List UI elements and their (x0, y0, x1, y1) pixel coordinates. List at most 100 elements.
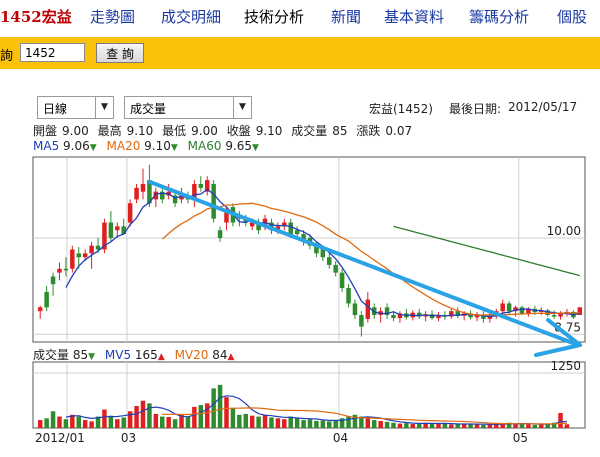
volume-bar (82, 420, 88, 428)
candle-body (115, 226, 120, 231)
ma5-down-icon: ▼ (89, 143, 97, 153)
chevron-down-icon[interactable]: ▼ (233, 97, 251, 118)
volume-bar (397, 423, 403, 428)
period-select[interactable]: 日線 ▼ (37, 96, 114, 119)
volume-bar (217, 384, 223, 428)
candle-body (314, 245, 319, 254)
chevron-down-icon[interactable]: ▼ (95, 97, 113, 118)
candle-body (474, 315, 480, 318)
volume-bar (513, 423, 518, 428)
candle-body (436, 315, 441, 319)
candle-body (551, 315, 557, 317)
ma60-down-icon: ▼ (252, 143, 259, 153)
search-input[interactable] (20, 43, 85, 62)
vol-value: 85 (72, 348, 89, 362)
volume-bar (436, 424, 441, 428)
volume-bar (564, 424, 570, 428)
volume-bar (352, 414, 358, 428)
nav-basic[interactable]: 基本資料 (384, 8, 445, 26)
volume-bar (346, 416, 351, 428)
candle-body (577, 307, 583, 316)
indicator-select[interactable]: 成交量 ▼ (124, 96, 252, 119)
ma20-label: MA20 (106, 139, 141, 153)
volume-bar (378, 420, 383, 428)
candle-body (449, 311, 454, 317)
candle-body (50, 276, 56, 285)
candle-body (282, 222, 287, 227)
ma20-line (161, 202, 580, 316)
volume-bar (115, 419, 120, 428)
volume-bar (359, 416, 364, 428)
volume-legend: 成交量 85▼ MV5 165▲ MV20 84▲ (33, 346, 234, 363)
volume-bar (558, 413, 563, 428)
search-button[interactable]: 查 詢 (96, 43, 144, 63)
high-label: 最高 (97, 124, 122, 138)
candle-body (513, 307, 518, 312)
volume-bar (160, 416, 165, 428)
volume-bar (371, 420, 377, 428)
volume-bar (224, 397, 229, 428)
nav-news[interactable]: 新聞 (331, 8, 362, 26)
volume-bar (166, 417, 171, 428)
high-value: 9.10 (126, 124, 154, 138)
mv5-value: 165 (134, 348, 158, 362)
candle-body (192, 183, 197, 200)
nav-stock-more[interactable]: 個股 (557, 8, 588, 26)
indicator-value: 成交量 (130, 102, 167, 116)
volume-bar (404, 423, 409, 428)
volume-bar (481, 424, 486, 428)
volume-bar (423, 422, 428, 428)
candle-body (153, 191, 159, 200)
candle-body (275, 226, 281, 231)
change-label: 漲跌 (356, 124, 381, 138)
trend-arrow-head (534, 318, 582, 357)
volume-bar (333, 420, 338, 428)
nav-trades[interactable]: 成交明細 (161, 8, 222, 26)
candle-body (327, 257, 332, 265)
volume-bar (532, 424, 538, 428)
volume-bar (506, 422, 512, 428)
volume-bar (487, 424, 493, 428)
volume-bar (307, 419, 313, 428)
volume-bar (256, 416, 261, 428)
volume-tick-label: 1250 (550, 359, 581, 373)
volume-bar (211, 388, 216, 428)
ma60-value: 9.65 (225, 139, 253, 153)
candle-body (211, 183, 216, 219)
candle-body (538, 310, 544, 312)
ma5-label: MA5 (33, 139, 60, 153)
volume-bar (37, 420, 43, 428)
low-value: 9.00 (191, 124, 218, 138)
candle-body (121, 226, 126, 235)
candle-body (500, 303, 505, 312)
candle-body (519, 307, 525, 314)
volume-bar (294, 418, 300, 428)
volume-label: 成交量 (291, 124, 328, 138)
candle-body (147, 180, 152, 204)
stock-title[interactable]: 1452宏益 (0, 8, 72, 26)
candle-body (333, 264, 338, 273)
volume-bar (429, 423, 435, 428)
search-bar: 詢 查 詢 (0, 37, 600, 69)
volume-bar (269, 417, 274, 428)
candle-body (140, 183, 146, 192)
candle-body (70, 249, 75, 269)
nav-technical[interactable]: 技術分析 (244, 8, 305, 26)
candle-body (301, 234, 306, 242)
candle-body (249, 222, 255, 227)
candle-body (95, 245, 101, 250)
volume-bar (449, 424, 454, 428)
nav-chips[interactable]: 籌碼分析 (469, 8, 530, 26)
candle-body (506, 303, 512, 312)
candle-body (82, 253, 88, 258)
nav-trend[interactable]: 走勢圖 (90, 8, 136, 26)
candle-body (134, 187, 139, 200)
candle-body (57, 268, 62, 273)
candle-body (359, 315, 364, 327)
mv5-label: MV5 (104, 348, 132, 362)
mv20-label: MV20 (174, 348, 209, 362)
candle-body (44, 291, 49, 308)
candle-body (288, 222, 293, 235)
volume-bar (127, 411, 133, 428)
